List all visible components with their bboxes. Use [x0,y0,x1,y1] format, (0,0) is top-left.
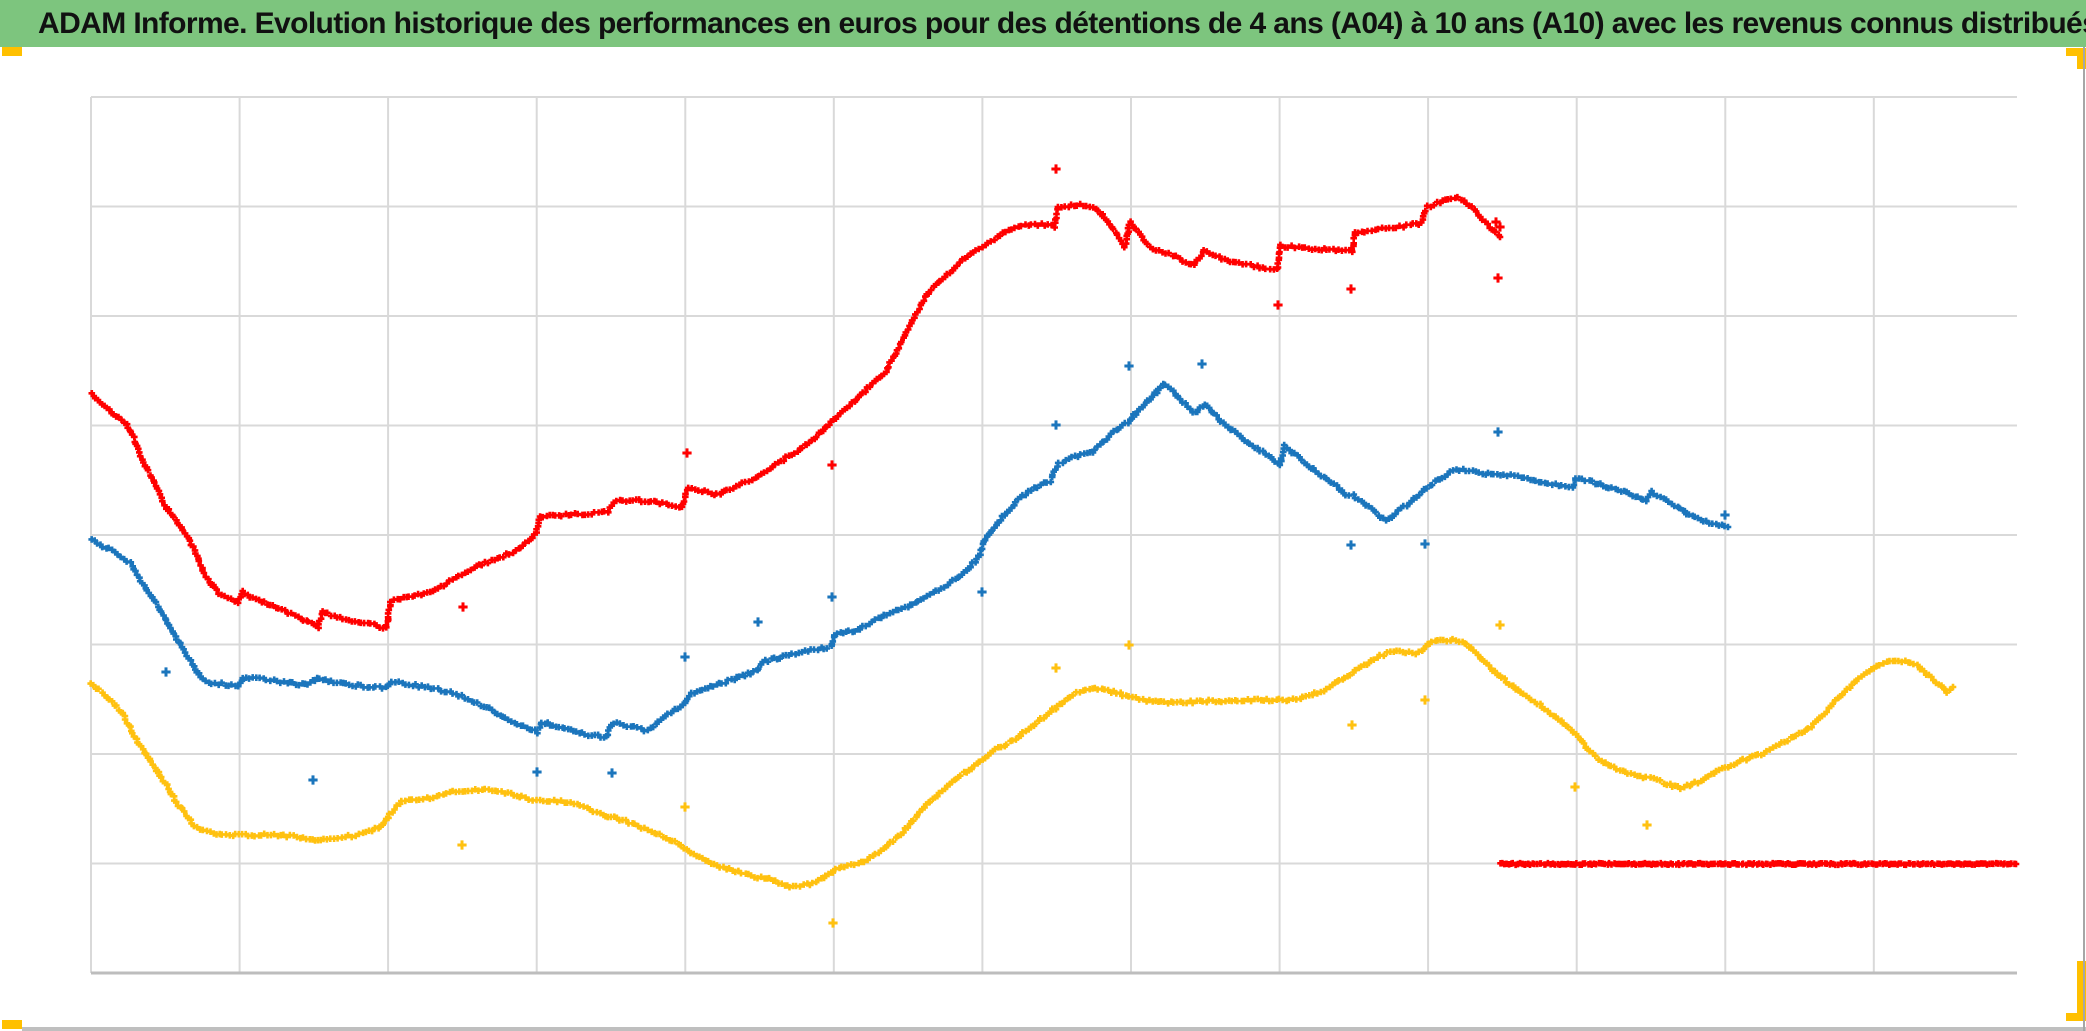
gridlines [90,96,2017,974]
performance-chart [87,96,2020,975]
selection-corner-top-right [2066,48,2086,56]
selection-corner-bottom-left [2,1020,22,1029]
selection-corner-bottom-right [2066,1013,2086,1021]
blue-series-outlier-markers [161,359,1730,785]
yellow-series-outlier-markers [457,620,1652,928]
selection-corner-bottom-right-v [2077,961,2086,1020]
chart-area [0,47,2086,1031]
yellow-series-markers [87,635,1957,891]
title-bar: ADAM Informe. Evolution historique des p… [0,0,2086,47]
blue-series-markers [88,380,1732,741]
red-series-markers [88,193,1504,632]
page-title: ADAM Informe. Evolution historique des p… [38,6,2086,40]
selection-corner-top-right-v [2077,48,2086,69]
bottom-divider [22,1027,2086,1031]
red-flat-segment-markers [1497,859,2020,869]
selection-corner-top-left [2,47,22,56]
right-edge-line [2083,47,2085,1031]
red-series-outlier-markers [458,164,1505,612]
